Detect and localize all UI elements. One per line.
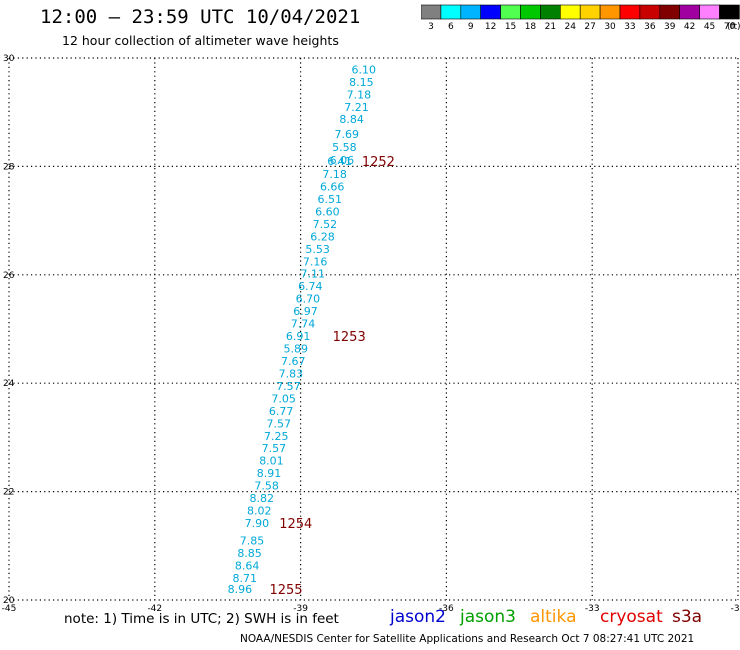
swh-observation: 6.91 [286, 330, 311, 343]
swh-observation: 8.64 [235, 559, 260, 572]
scale-label: 30 [604, 22, 616, 32]
longitude-tick-label: -39 [293, 604, 308, 614]
swh-observation: 7.16 [303, 255, 328, 268]
swh-observation: 7.52 [313, 218, 338, 231]
swh-observation: 5.58 [332, 141, 357, 154]
latitude-tick-label: 26 [3, 271, 15, 281]
swh-observation: 6.97 [293, 305, 318, 318]
latitude-tick-label: 22 [3, 488, 14, 498]
scale-label: 6 [447, 22, 454, 32]
swh-observation: 7.58 [254, 480, 279, 493]
scale-label: 70 [723, 22, 736, 32]
legend-cryosat: cryosat [600, 607, 663, 627]
swh-observation: 7.85 [240, 534, 265, 547]
latitude-tick-label: 20 [3, 596, 15, 606]
legend-jason3: jason3 [460, 607, 516, 627]
legend-jason2: jason2 [390, 607, 446, 627]
swh-observation: 6.51 [318, 193, 343, 206]
swh-observation: 7.25 [264, 430, 289, 443]
swh-observation: 8.91 [257, 467, 282, 480]
legend-s3a: s3a [672, 607, 703, 627]
swh-observation: 7.57 [266, 417, 291, 430]
swh-observation: 7.67 [281, 355, 306, 368]
map-title: 12:00 – 23:59 UTC 10/04/2021 [40, 6, 361, 28]
swh-observation: 7.57 [262, 442, 287, 455]
longitude-tick-label: -42 [147, 604, 162, 614]
swh-observation: 8.82 [249, 492, 274, 505]
scale-label: 12 [484, 22, 497, 32]
scale-label: 36 [644, 22, 656, 32]
swh-observation: 5.89 [283, 343, 308, 356]
scale-label: 15 [504, 22, 517, 32]
scale-label: 27 [584, 22, 596, 32]
latitude-tick-label: 24 [3, 379, 15, 389]
map-subtitle: 12 hour collection of altimeter wave hei… [62, 33, 339, 48]
pass-time-label: 1254 [279, 517, 312, 532]
scale-label: 9 [467, 22, 474, 32]
scale-label: 39 [664, 22, 676, 32]
color-scale-labels: 3 6 9 12 15 18 21 24 27 30 33 36 39 42 45 70 [421, 22, 740, 36]
scale-label: 21 [544, 22, 557, 32]
swh-observation: 8.84 [339, 113, 364, 126]
pass-time-label: 1252 [362, 155, 395, 170]
longitude-tick-label: -33 [585, 604, 600, 614]
swh-observation: 8.15 [349, 76, 374, 89]
swh-observation: 6.41 [327, 155, 352, 168]
scale-unit-label: (ft) [727, 22, 740, 32]
legend-altika: altika [530, 607, 577, 627]
swh-observation: 7.90 [245, 517, 270, 530]
latitude-tick-label: 30 [3, 54, 15, 64]
swh-observation: 7.18 [322, 168, 347, 181]
color-swatch [719, 4, 740, 20]
swh-observation: 7.57 [276, 380, 301, 393]
swh-observation: 5.53 [305, 243, 330, 256]
pass-time-label: 1253 [333, 330, 366, 345]
scale-label: 45 [703, 22, 716, 32]
swh-observation: 6.60 [315, 205, 340, 218]
graticule [8, 57, 739, 601]
wave-height-color-scale [421, 4, 740, 20]
swh-observation: 7.74 [291, 318, 316, 331]
swh-observation: 8.02 [247, 505, 272, 518]
longitude-tick-label: -30 [731, 604, 740, 614]
swh-observation: 7.83 [279, 367, 304, 380]
swh-observation: 6.06 [330, 154, 355, 167]
footer-note: note: 1) Time is in UTC; 2) SWH is in fe… [64, 611, 339, 627]
swh-observation: 6.74 [298, 280, 323, 293]
scale-label: 24 [564, 22, 576, 32]
swh-observation: 7.69 [335, 128, 360, 141]
swh-observation: 7.18 [347, 88, 372, 101]
pass-time-label: 1255 [269, 583, 302, 598]
latitude-tick-label: 28 [3, 162, 15, 172]
swh-observation: 6.70 [296, 293, 321, 306]
swh-observation: 7.21 [344, 101, 369, 114]
scale-label: 33 [624, 22, 636, 32]
credit-line: NOAA/NESDIS Center for Satellite Applica… [240, 633, 695, 645]
swh-observation: 6.77 [269, 405, 294, 418]
scale-label: 18 [524, 22, 537, 32]
swh-observation: 8.85 [237, 547, 262, 560]
longitude-tick-label: -36 [439, 604, 454, 614]
longitude-tick-label: -45 [2, 604, 17, 614]
swh-observation: 8.96 [228, 583, 253, 596]
swh-observation: 8.01 [259, 455, 284, 468]
swh-observation: 6.66 [320, 180, 345, 193]
scale-label: 3 [428, 22, 434, 32]
swh-observation: 8.71 [232, 572, 257, 585]
swh-observation: 7.05 [271, 392, 296, 405]
swh-observation: 7.11 [301, 268, 326, 281]
scale-label: 42 [683, 22, 696, 32]
swh-observation: 6.10 [352, 63, 377, 76]
swh-observation: 6.28 [310, 230, 335, 243]
